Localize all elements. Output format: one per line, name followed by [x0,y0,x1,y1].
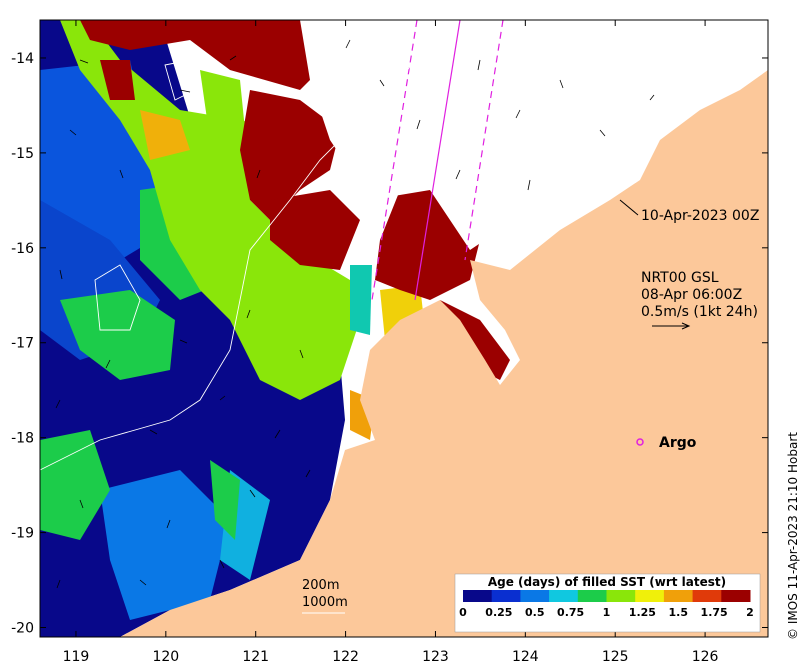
colorbar-swatch [491,590,521,602]
current-arrow [305,469,311,478]
current-arrow [229,55,237,61]
y-tick-label: -18 [11,431,34,447]
x-tick-label: 126 [692,649,719,665]
colorbar-tick-label: 1.5 [669,606,689,619]
current-arrow [179,339,188,344]
current-arrow [59,269,63,280]
x-tick-label: 120 [152,649,179,665]
current-arrow [515,109,521,119]
colorbar-title: Age (days) of filled SST (wrt latest) [488,575,726,589]
current-arrow [179,89,191,93]
colorbar-swatch [721,590,751,602]
date-label: 10-Apr-2023 00Z [641,208,759,224]
current-arrow [55,399,61,409]
x-axis: 119 120 121 122 123 124 125 126 [63,20,719,665]
current-arrow [79,59,89,64]
current-arrow [274,429,281,439]
cloud-area [300,20,768,90]
current-arrow [246,309,251,319]
current-arrow [79,499,84,509]
colorbar-tick-label: 1.75 [701,606,728,619]
colorbar-swatch [520,590,550,602]
colorbar-tick-label: 0.5 [525,606,545,619]
colorbar-tick-label: 0.25 [485,606,512,619]
current-arrow [379,79,385,87]
colorbar-swatch [577,590,607,602]
x-tick-label: 124 [512,649,539,665]
x-tick-label: 122 [332,649,359,665]
satellite-track [371,19,504,301]
bathymetry-contours [39,19,451,471]
y-axis: -14 -15 -16 -17 -18 -19 -20 [11,51,768,637]
colorbar-tick-label: 1 [603,606,611,619]
cloud-area-2 [300,20,620,250]
x-tick-label: 125 [602,649,629,665]
current-arrow [219,559,225,569]
colorbar-swatch [663,590,694,602]
current-arrow [219,395,226,401]
current-scale-label: 0.5m/s (1kt 24h) [641,304,758,320]
contour-200-label: 200m [302,578,339,593]
colorbar-tick-label: 0 [459,606,467,619]
current-arrow [166,519,171,529]
colorbar-tick-label: 0.75 [557,606,584,619]
colorbar-swatch [549,590,579,602]
current-arrow [416,119,421,130]
current-arrow [56,579,61,589]
sst-age-field [40,20,510,637]
x-tick-label: 121 [242,649,269,665]
land-mass [120,20,768,637]
argo-float-marker [636,438,644,446]
colorbar-swatch [463,590,493,602]
y-tick-label: -20 [11,621,34,637]
current-arrow [299,349,304,359]
y-tick-label: -14 [11,51,34,67]
y-tick-label: -17 [11,336,34,352]
current-arrow [455,169,461,180]
current-vectors [55,39,655,589]
colorbar-swatch [635,590,665,602]
current-arrow [69,129,77,136]
current-arrow [599,129,606,137]
colorbar-swatch [606,590,636,602]
scale-arrow [652,322,691,330]
plot-frame [39,19,769,638]
current-arrow [477,59,481,71]
argo-label: Argo [659,435,697,451]
colorbar-tick-label: 2 [746,606,754,619]
current-arrow [139,579,147,586]
colorbar-panel [454,573,761,633]
colorbar-ticks: 0 0.25 0.5 0.75 1 1.25 1.5 1.75 2 [459,606,754,619]
colorbar-swatch [692,590,722,602]
colorbar-swatches [463,590,751,602]
colorbar-tick-label: 1.25 [629,606,656,619]
x-tick-label: 119 [63,649,90,665]
current-arrow [527,179,531,191]
current-arrow [345,39,351,49]
current-arrow [149,429,158,435]
contour-1000-label: 1000m [302,595,348,610]
current-arrow [559,79,564,89]
current-arrow [649,94,655,101]
y-tick-label: -16 [11,241,34,257]
current-time-label: 08-Apr 06:00Z [641,287,742,303]
current-arrow [105,359,111,369]
current-arrow [119,169,124,179]
current-arrow [249,489,256,498]
date-pointer [619,199,639,216]
current-arrow [256,169,261,179]
y-tick-label: -15 [11,146,34,162]
credit-text: © IMOS 11-Apr-2023 21:10 Hobart [786,432,800,640]
y-tick-label: -19 [11,526,34,542]
current-source-label: NRT00 GSL [641,270,719,286]
x-tick-label: 123 [422,649,449,665]
